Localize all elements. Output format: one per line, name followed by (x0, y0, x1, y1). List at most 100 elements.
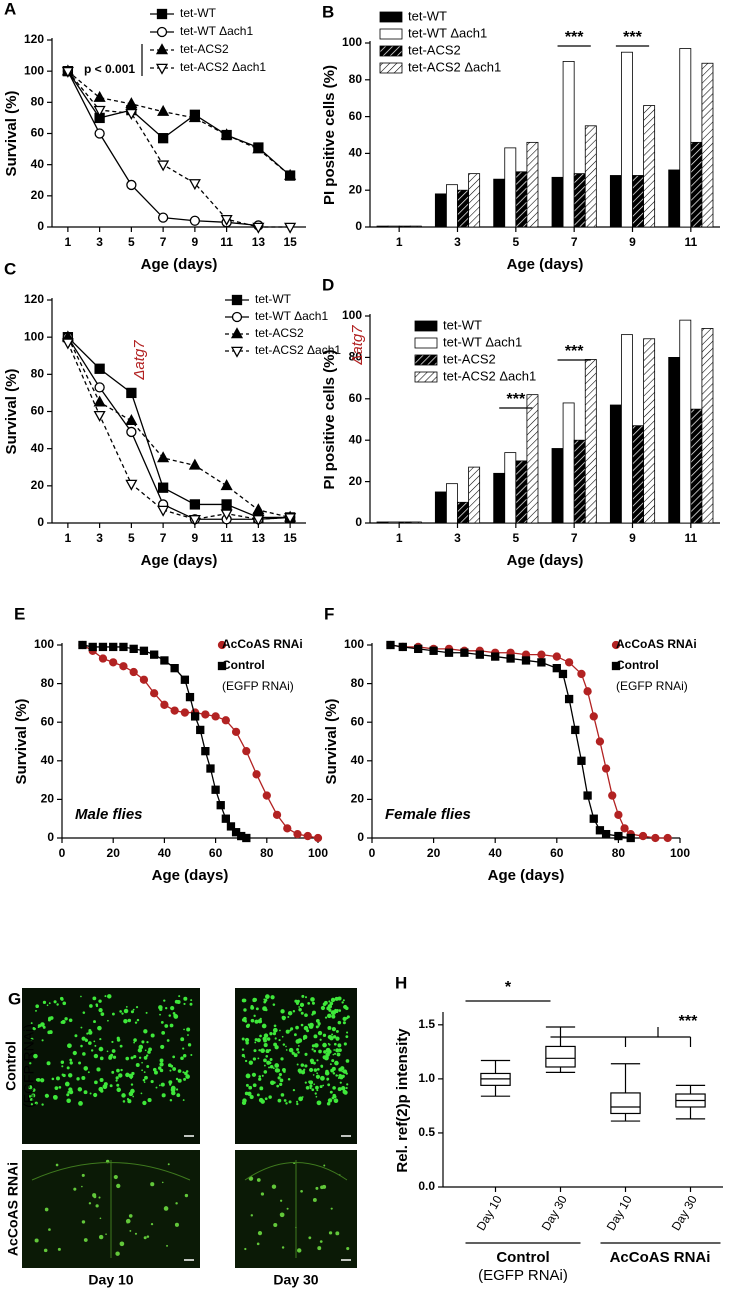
legend-label: Control (222, 658, 265, 672)
y-tick-label: 100 (34, 637, 54, 651)
y-tick-label: 100 (342, 308, 362, 322)
dot (342, 1016, 347, 1021)
dot (269, 1058, 273, 1061)
dot (58, 1085, 62, 1089)
tissue-outline (31, 1160, 191, 1258)
marker (564, 658, 574, 667)
dot (245, 1073, 251, 1079)
dot (318, 1024, 320, 1027)
bar (446, 483, 458, 524)
dot (189, 1002, 193, 1006)
x-tick-label: 1 (396, 531, 403, 545)
dot (115, 1076, 119, 1080)
dot (286, 1207, 289, 1210)
dot (336, 1074, 339, 1077)
dot (300, 1063, 305, 1067)
y-tick-label: 80 (41, 676, 55, 690)
bar (387, 521, 400, 524)
marker (125, 479, 138, 491)
dot (330, 1010, 336, 1016)
dot (159, 1058, 164, 1063)
dot (287, 1010, 293, 1016)
dot (130, 1083, 134, 1086)
dot (298, 1007, 302, 1012)
dot (337, 1077, 340, 1080)
dot (61, 1073, 65, 1077)
legend-swatch (414, 320, 438, 332)
y-tick-label: 0.0 (418, 1179, 435, 1193)
dot (98, 1008, 103, 1013)
y-tick-label: 20 (41, 792, 55, 806)
dot (146, 1235, 150, 1238)
dot (130, 1010, 134, 1014)
dot (172, 1067, 177, 1071)
bar (409, 521, 422, 524)
dot (115, 1079, 118, 1082)
marker (170, 664, 179, 673)
dot (324, 1016, 328, 1019)
dot (138, 1044, 144, 1050)
legend-swatch (379, 11, 403, 23)
dot (335, 1029, 339, 1033)
dot (346, 1015, 350, 1019)
dot (329, 1090, 333, 1094)
dot (141, 1040, 145, 1044)
dot (241, 1053, 245, 1058)
marker (160, 656, 169, 665)
dot (256, 1093, 260, 1097)
dot (328, 1231, 333, 1235)
dot (161, 1093, 166, 1098)
dot (170, 1085, 176, 1091)
x-tick-label: 15 (283, 531, 297, 545)
dot (331, 1059, 335, 1063)
panel-label: G (8, 989, 21, 1008)
marker (589, 814, 598, 823)
dot (160, 1082, 165, 1087)
x-tick-label: 11 (220, 235, 233, 249)
bar (621, 51, 633, 228)
dot (333, 1049, 336, 1051)
dot (332, 1053, 335, 1056)
dot (280, 1057, 284, 1061)
dot (168, 1080, 173, 1085)
legend-swatch (414, 354, 438, 366)
dot (105, 1233, 107, 1235)
dot (304, 1052, 308, 1056)
x-tick-label: 7 (571, 235, 578, 249)
dot (175, 1202, 178, 1205)
legend-marker (155, 63, 169, 75)
dot (167, 1163, 170, 1166)
dot (143, 1029, 148, 1034)
bar (679, 48, 692, 228)
dot (143, 1081, 146, 1084)
x-tick-label: 11 (684, 235, 697, 249)
marker (188, 458, 201, 470)
x-tick-label: 11 (220, 531, 233, 545)
marker (139, 675, 149, 684)
dot (332, 1093, 336, 1098)
legend-swatch (414, 337, 438, 349)
x-tick-label: 80 (612, 846, 626, 860)
legend-label: tet-WT Δach1 (408, 25, 487, 40)
dot (285, 1102, 288, 1105)
x-tick-label: Day 10 (474, 1193, 505, 1233)
dot (331, 1033, 334, 1036)
dot (311, 1048, 314, 1051)
dot (337, 996, 342, 1001)
dot (83, 1090, 88, 1095)
bar (468, 466, 481, 524)
x-tick-label: Day 30 (539, 1193, 570, 1233)
x-tick-label: Day 10 (604, 1193, 635, 1233)
dot (159, 1013, 161, 1016)
legend-label: tet-WT Δach1 (180, 24, 253, 38)
dot (254, 1041, 257, 1044)
dot (125, 1056, 130, 1061)
marker (94, 382, 105, 393)
marker (491, 652, 500, 661)
dot (172, 1055, 176, 1059)
dot (316, 1059, 319, 1062)
bar (609, 175, 622, 228)
bar (573, 439, 586, 524)
legend-label: Control (616, 658, 659, 672)
dot (264, 1097, 268, 1101)
